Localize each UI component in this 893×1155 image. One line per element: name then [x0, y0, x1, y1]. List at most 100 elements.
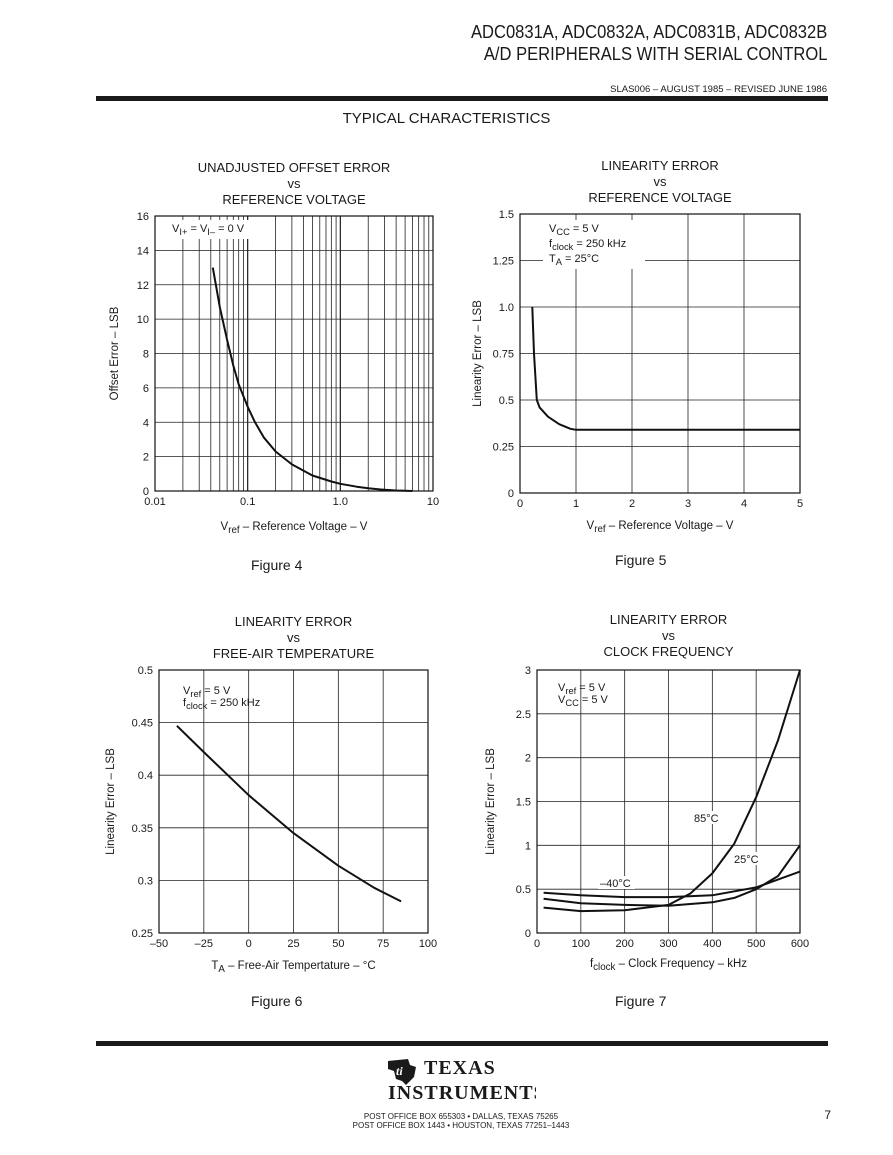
fig7-xtick-label: 0 [534, 938, 540, 950]
fig7-series-label-bg [692, 811, 722, 824]
section-title: TYPICAL CHARACTERISTICS [342, 110, 551, 127]
fig6-xtick-label: –50 [150, 938, 168, 950]
fig4-ytick-label: 6 [143, 383, 149, 395]
fig7-series-line-0 [543, 669, 801, 913]
ti-logo: ti TEXAS INSTRUMENTS [386, 1055, 545, 1110]
fig7-xtick-label: 600 [791, 938, 809, 950]
fig4-xtick-label: 0.01 [144, 496, 165, 508]
fig7-note: VCC = 5 V [558, 694, 609, 708]
fig7-ytick-label: 2 [525, 753, 531, 765]
fig7-grid [536, 669, 801, 934]
fig4-title-line: UNADJUSTED OFFSET ERROR [198, 160, 391, 175]
fig7-xtick-label: 200 [615, 938, 633, 950]
ti-logo-text-1: TEXAS [424, 1057, 496, 1079]
fig6-ytick-label: 0.5 [138, 665, 153, 677]
page-number: 7 [824, 1108, 831, 1122]
fig6-title-line: LINEARITY ERROR [235, 614, 353, 629]
fig5-xtick-label: 3 [685, 498, 691, 510]
fig6-ytick-label: 0.4 [138, 770, 153, 782]
fig7-xtick-label: 300 [659, 938, 677, 950]
footer-address: POST OFFICE BOX 655303 • DALLAS, TEXAS 7… [0, 1112, 893, 1130]
fig4-frame [154, 215, 434, 492]
fig4-ytick-label: 14 [137, 245, 149, 257]
fig4-ytick-label: 12 [137, 280, 149, 292]
fig6-ytick-label: 0.3 [138, 875, 153, 887]
fig5-note: TA = 25°C [549, 253, 599, 267]
fig6-xtick-label: 75 [377, 938, 389, 950]
document-id: SLAS006 – AUGUST 1985 – REVISED JUNE 198… [610, 84, 827, 95]
fig6-xtick-label: 0 [246, 938, 252, 950]
fig5-xtick-label: 2 [629, 498, 635, 510]
figure-4-caption: Figure 4 [251, 557, 303, 573]
fig6-xtick-label: 50 [332, 938, 344, 950]
svg-text:ti: ti [396, 1064, 403, 1078]
fig5-xtick-label: 1 [573, 498, 579, 510]
fig6-ylabel: Linearity Error – LSB [105, 748, 117, 855]
fig4-ytick-label: 0 [143, 486, 149, 498]
fig5-ytick-label: 1.25 [493, 256, 514, 268]
fig5-title-line: LINEARITY ERROR [601, 158, 719, 173]
fig4-xtick-label: 1.0 [333, 496, 348, 508]
fig6-xtick-label: 100 [419, 938, 437, 950]
fig4-xtick-label: 0.1 [240, 496, 255, 508]
header-rule [96, 96, 828, 101]
fig7-series-label: 25°C [734, 854, 759, 866]
figure-6-caption: Figure 6 [251, 993, 303, 1009]
fig4-note-bg [166, 220, 266, 239]
fig6-ytick-label: 0.25 [132, 928, 153, 940]
fig5-title-line: vs [654, 174, 668, 189]
fig5-xtick-label: 4 [741, 498, 747, 510]
fig6-frame [158, 669, 429, 934]
fig4-note: VI+ = VI– = 0 V [172, 223, 245, 237]
fig5-ytick-label: 0.5 [499, 395, 514, 407]
fig4-ytick-label: 16 [137, 211, 149, 223]
fig7-series-label: –40°C [600, 878, 631, 890]
fig7-ytick-label: 0 [525, 928, 531, 940]
fig7-ytick-label: 1 [525, 840, 531, 852]
fig7-series-line-1 [543, 844, 801, 907]
fig4-series-line [211, 267, 413, 492]
fig4-ylabel: Offset Error – LSB [109, 306, 121, 400]
fig7-title-line: CLOCK FREQUENCY [603, 644, 733, 659]
fig5-xtick-label: 5 [797, 498, 803, 510]
fig5-ylabel: Linearity Error – LSB [472, 300, 484, 407]
fig6-title-line: vs [287, 630, 301, 645]
fig5-xtick-label: 0 [517, 498, 523, 510]
fig7-series-label-bg [732, 852, 762, 865]
fig5-ytick-label: 1.0 [499, 302, 514, 314]
fig4-grid [154, 215, 434, 492]
fig5-frame [519, 213, 801, 494]
fig5-ytick-label: 1.5 [499, 209, 514, 221]
footer-rule [96, 1041, 828, 1046]
fig6-title-line: FREE-AIR TEMPERATURE [213, 646, 375, 661]
figure-7-caption: Figure 7 [615, 993, 667, 1009]
fig7-title-line: vs [662, 628, 676, 643]
fig4-ytick-label: 2 [143, 452, 149, 464]
fig6-ytick-label: 0.45 [132, 718, 153, 730]
fig4-ytick-label: 8 [143, 349, 149, 361]
fig4-xlabel: Vref – Reference Voltage – V [221, 521, 368, 536]
fig7-ylabel: Linearity Error – LSB [485, 748, 497, 855]
fig7-xtick-label: 100 [572, 938, 590, 950]
fig6-xtick-label: 25 [287, 938, 299, 950]
fig5-title-line: REFERENCE VOLTAGE [588, 190, 732, 205]
fig5-note: fclock = 250 kHz [549, 238, 626, 252]
fig7-ytick-label: 2.5 [516, 709, 531, 721]
fig6-note: Vref = 5 V [183, 685, 231, 699]
fig7-frame [536, 669, 801, 934]
ti-logo-text-2: INSTRUMENTS [388, 1082, 536, 1104]
ti-state-icon: ti [388, 1059, 416, 1085]
fig7-note: Vref = 5 V [558, 682, 606, 696]
footer-address-1: POST OFFICE BOX 655303 • DALLAS, TEXAS 7… [363, 1112, 559, 1121]
fig5-note-bg [543, 220, 645, 269]
fig7-series-label-bg [598, 876, 635, 889]
fig6-xtick-label: –25 [195, 938, 213, 950]
fig5-series-line [531, 306, 800, 431]
fig7-title-line: LINEARITY ERROR [610, 612, 728, 627]
fig7-ytick-label: 3 [525, 665, 531, 677]
